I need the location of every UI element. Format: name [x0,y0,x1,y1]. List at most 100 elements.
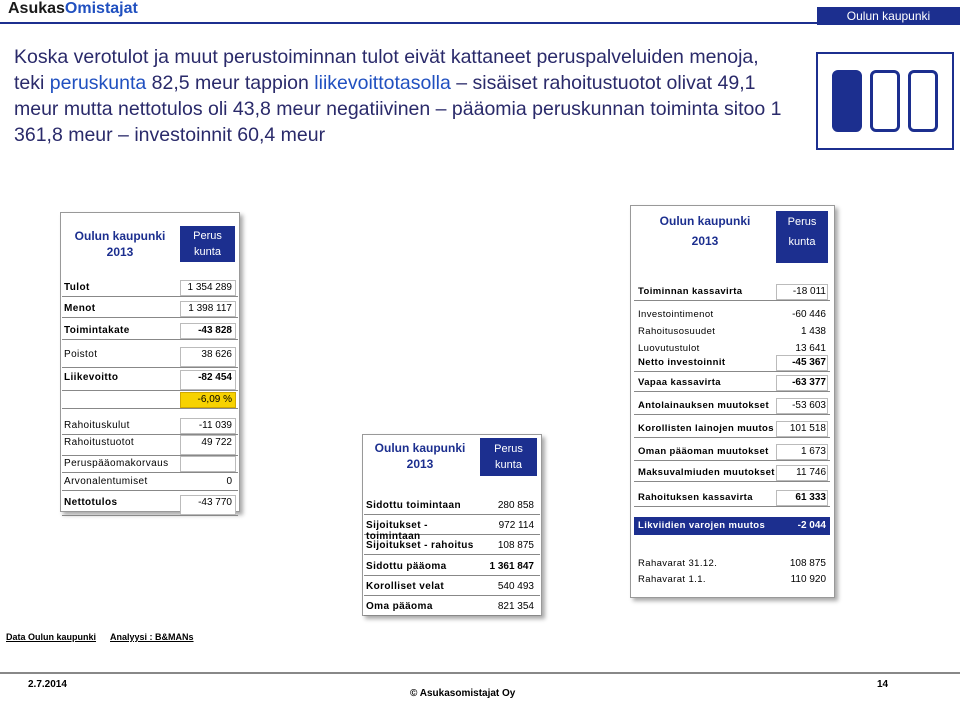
footer-divider [0,672,960,674]
row-divider [634,506,830,507]
row-divider [364,575,540,576]
row-divider [634,481,830,482]
row-divider [62,490,238,491]
row-label: Netto investoinnit [638,357,726,368]
middle-header-city: Oulun kaupunki 2013 [368,440,472,472]
header-perus: Perus [193,230,222,242]
row-divider [62,390,238,391]
top-divider [0,22,960,24]
row-value: -53 603 [792,400,826,411]
value-cell [776,490,828,506]
header-year: 2013 [106,245,134,259]
source-analysis: Analyysi : B&MANs [110,632,194,642]
logo-block-filled [832,70,862,132]
header-year: 2013 [691,234,719,248]
row-value: -45 367 [792,357,826,368]
row-value: 108 875 [789,558,826,569]
brand-part1: Asukas [8,0,65,17]
row-label: Sidottu toimintaan [366,500,461,511]
value-cell [180,280,236,296]
header-perus: Perus [787,216,817,228]
value-cell [180,370,236,390]
brand-part2: Omistajat [64,0,138,17]
header-kunta: kunta [194,246,221,258]
header-kunta: kunta [495,459,522,471]
row-divider [634,300,830,301]
value-cell [776,398,828,414]
row-value: 49 722 [201,437,232,448]
row-divider [62,367,238,368]
value-cell [180,301,236,317]
row-value: -6,09 % [197,394,232,405]
row-divider [364,554,540,555]
row-label: Maksuvalmiuden muutokset [638,467,775,478]
row-value: 108 875 [497,540,534,551]
middle-header-perus: Perus kunta [480,438,537,476]
row-value: -18 011 [792,286,826,297]
row-label: Toiminnan kassavirta [638,286,743,297]
row-divider [62,408,238,409]
title-highlight: peruskunta [49,72,147,94]
value-cell [776,284,828,300]
row-divider [62,472,238,473]
row-value: 61 333 [795,492,826,503]
row-divider [62,434,238,435]
row-value: -43 828 [198,325,232,336]
row-divider [634,414,830,415]
left-header-city: Oulun kaupunki 2013 [70,228,170,260]
value-cell [180,495,236,515]
row-label: Poistot [64,349,98,360]
row-divider [634,437,830,438]
row-label: Investointimenot [638,309,714,320]
footer-date: 2.7.2014 [28,679,67,690]
value-cell [180,456,236,472]
row-label: Rahoitustuotot [64,437,135,448]
value-cell [180,435,236,455]
row-value: 280 858 [497,500,534,511]
row-value: 1 354 289 [187,282,233,293]
row-value: -82 454 [198,372,232,383]
value-cell [180,323,236,339]
row-label: Rahoituksen kassavirta [638,492,753,503]
row-value: 972 114 [498,520,534,531]
row-value: 38 626 [201,349,232,360]
logo-block-outline [908,70,938,132]
row-label: Antolainauksen muutokset [638,400,770,411]
title-part: 82,5 meur tappion [146,72,315,94]
value-cell [776,421,828,437]
row-divider [364,615,540,616]
page-number: 14 [877,679,889,690]
row-value: 13 641 [795,343,826,354]
title-part: Koska verotulot ja muut perustoiminnan t… [14,46,759,94]
right-header-perus: Perus kunta [776,211,828,263]
row-divider [62,339,238,340]
value-cell [180,347,236,367]
value-cell [180,392,236,408]
logo-block-outline [870,70,900,132]
row-label: Nettotulos [64,497,118,508]
row-value: -60 446 [792,309,826,320]
row-value: 11 746 [796,467,826,478]
value-cell [776,465,828,481]
highlight-row [634,517,830,535]
row-value: -11 039 [198,420,232,431]
right-header-city: Oulun kaupunki 2013 [650,213,760,249]
row-divider [62,455,238,456]
row-label: Rahavarat 31.12. [638,558,718,569]
row-label: Arvonalentumiset [64,476,148,487]
header-city: Oulun kaupunki [659,214,751,228]
row-value: 0 [226,476,232,487]
row-divider [62,317,238,318]
brand-logo-text: AsukasOmistajat [8,0,138,18]
row-divider [62,296,238,297]
row-label: Korollisten lainojen muutos [638,423,774,434]
value-cell [180,418,236,434]
row-value: 821 354 [497,601,534,612]
footer-copyright: © Asukasomistajat Oy [410,688,516,699]
row-value: 1 673 [800,446,826,457]
value-cell [776,444,828,460]
title-highlight: liikevoittotasolla [314,72,451,94]
page-title: Koska verotulot ja muut perustoiminnan t… [14,44,794,148]
left-header-perus: Perus kunta [180,226,235,262]
row-label: Rahoituskulut [64,420,130,431]
